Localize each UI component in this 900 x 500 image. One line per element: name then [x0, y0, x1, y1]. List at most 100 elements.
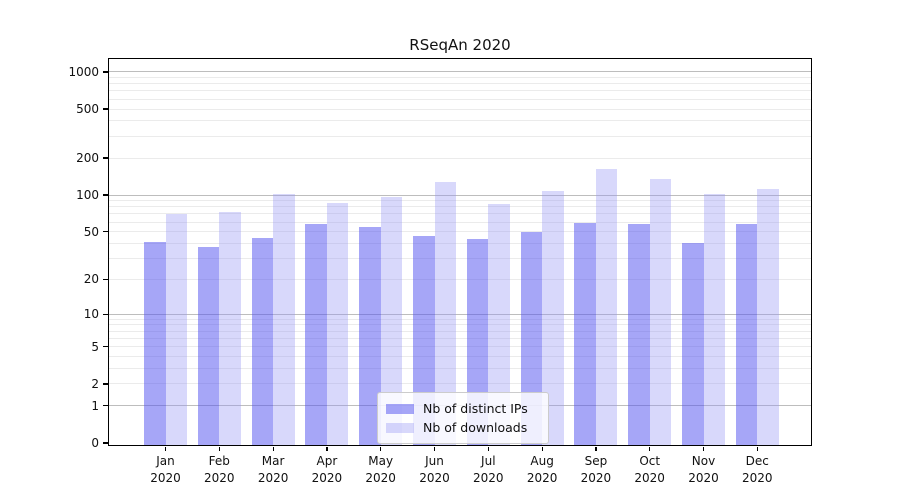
minor-gridline-9	[109, 318, 811, 320]
bar-distinct-ips-jan	[144, 241, 166, 445]
bar-downloads-jan	[165, 213, 187, 445]
minor-gridline-6	[109, 337, 811, 339]
minor-gridline-900	[109, 76, 811, 78]
y-tick-500	[103, 108, 108, 110]
minor-gridline-5	[109, 346, 811, 348]
minor-gridline-50	[109, 231, 811, 233]
minor-gridline-600	[109, 98, 811, 100]
y-tick-label-100: 100	[76, 188, 99, 203]
bar-distinct-ips-oct	[628, 224, 650, 445]
bar-downloads-jun	[434, 181, 456, 445]
x-tick-aug	[541, 446, 543, 451]
y-tick-label-5: 5	[91, 339, 99, 354]
minor-gridline-400	[109, 120, 811, 122]
y-tick-label-50: 50	[83, 224, 99, 239]
x-tick-nov	[702, 446, 705, 451]
minor-gridline-60	[109, 221, 811, 223]
minor-gridline-3	[109, 368, 811, 370]
bar-downloads-apr	[326, 203, 349, 445]
bar-distinct-ips-apr	[305, 224, 327, 445]
x-tick-label-nov: Nov 2020	[688, 454, 719, 485]
y-tick-label-500: 500	[76, 102, 99, 116]
x-tick-jan	[164, 446, 167, 451]
legend-row-distinct-ips: Nb of distinct IPs	[386, 399, 540, 418]
y-tick-1000	[103, 71, 108, 73]
bar-downloads-nov	[703, 193, 725, 445]
minor-gridline-7	[109, 330, 811, 332]
y-tick-label-1: 1	[91, 398, 99, 413]
y-tick-label-200: 200	[76, 151, 99, 166]
bar-distinct-ips-aug	[520, 231, 543, 445]
minor-gridline-40	[109, 242, 811, 244]
minor-gridline-70	[109, 213, 811, 215]
x-tick-oct	[649, 446, 651, 451]
bar-distinct-ips-nov	[682, 242, 704, 445]
major-gridline-100	[109, 194, 811, 196]
chart-title: RSeqAn 2020	[409, 36, 511, 54]
x-tick-label-jul: Jul 2020	[473, 454, 504, 485]
bar-downloads-feb	[219, 212, 241, 445]
minor-gridline-700	[109, 90, 811, 92]
minor-gridline-20	[109, 278, 811, 280]
y-tick-label-0: 0	[91, 436, 99, 450]
plot-area: 0 1 2 5 10 20 50 100 200 500 1000 Jan 2020 Feb 2020 Mar…	[68, 58, 812, 485]
major-gridline-10	[109, 313, 811, 315]
x-tick-label-sep: Sep 2020	[580, 454, 612, 485]
x-tick-label-jan: Jan 2020	[150, 454, 181, 485]
bar-downloads-dec	[757, 189, 779, 445]
x-tick-dec	[756, 446, 758, 451]
bar-distinct-ips-may	[359, 226, 381, 445]
bar-distinct-ips-dec	[735, 224, 758, 445]
y-tick-100	[103, 194, 108, 196]
x-tick-feb	[218, 446, 220, 451]
bar-downloads-aug	[542, 191, 564, 445]
x-tick-apr	[326, 446, 328, 451]
legend-swatch-distinct-ips	[386, 403, 414, 414]
legend-row-downloads: Nb of downloads	[386, 418, 540, 437]
x-tick-mar	[272, 446, 274, 451]
x-tick-may	[380, 446, 382, 451]
minor-gridline-800	[109, 83, 811, 85]
bar-downloads-may	[380, 197, 403, 445]
minor-gridline-30	[109, 258, 811, 259]
y-tick-label-10: 10	[83, 307, 99, 322]
legend: Nb of distinct IPs Nb of downloads	[377, 392, 549, 444]
legend-swatch-downloads	[386, 422, 414, 433]
bar-downloads-mar	[273, 193, 295, 445]
x-tick-label-dec: Dec 2020	[742, 454, 773, 485]
x-tick-label-jun: Jun 2020	[419, 454, 450, 485]
minor-gridline-500	[109, 108, 811, 110]
x-tick-label-may: May 2020	[365, 454, 396, 485]
y-tick-label-2: 2	[91, 376, 99, 391]
x-tick-label-apr: Apr 2020	[311, 454, 343, 485]
y-tick-20	[103, 278, 108, 281]
y-tick-50	[103, 231, 108, 233]
x-tick-label-aug: Aug 2020	[526, 454, 558, 485]
x-tick-jul	[487, 446, 489, 451]
x-tick-label-oct: Oct 2020	[634, 454, 665, 485]
minor-gridline-8	[109, 324, 811, 326]
y-tick-label-20: 20	[83, 272, 99, 287]
x-tick-label-feb: Feb 2020	[204, 454, 235, 485]
legend-label-distinct-ips: Nb of distinct IPs	[423, 401, 528, 416]
minor-gridline-300	[109, 135, 811, 137]
y-tick-200	[103, 157, 108, 159]
x-tick-jun	[433, 446, 436, 451]
y-tick-2	[103, 383, 108, 385]
bar-downloads-oct	[649, 178, 672, 445]
y-tick-0	[103, 442, 108, 444]
x-tick-sep	[595, 446, 597, 451]
minor-gridline-90	[109, 200, 811, 202]
minor-gridline-200	[109, 157, 811, 159]
bar-downloads-jul	[488, 203, 510, 445]
bar-distinct-ips-mar	[251, 238, 274, 445]
y-tick-10	[103, 313, 108, 315]
y-tick-label-1000: 1000	[68, 64, 99, 79]
y-tick-5	[103, 346, 108, 348]
x-tick-label-mar: Mar 2020	[257, 454, 289, 485]
bar-distinct-ips-feb	[197, 246, 220, 445]
major-gridline-1000	[109, 71, 811, 73]
minor-gridline-2	[109, 383, 811, 385]
minor-gridline-4	[109, 356, 811, 358]
